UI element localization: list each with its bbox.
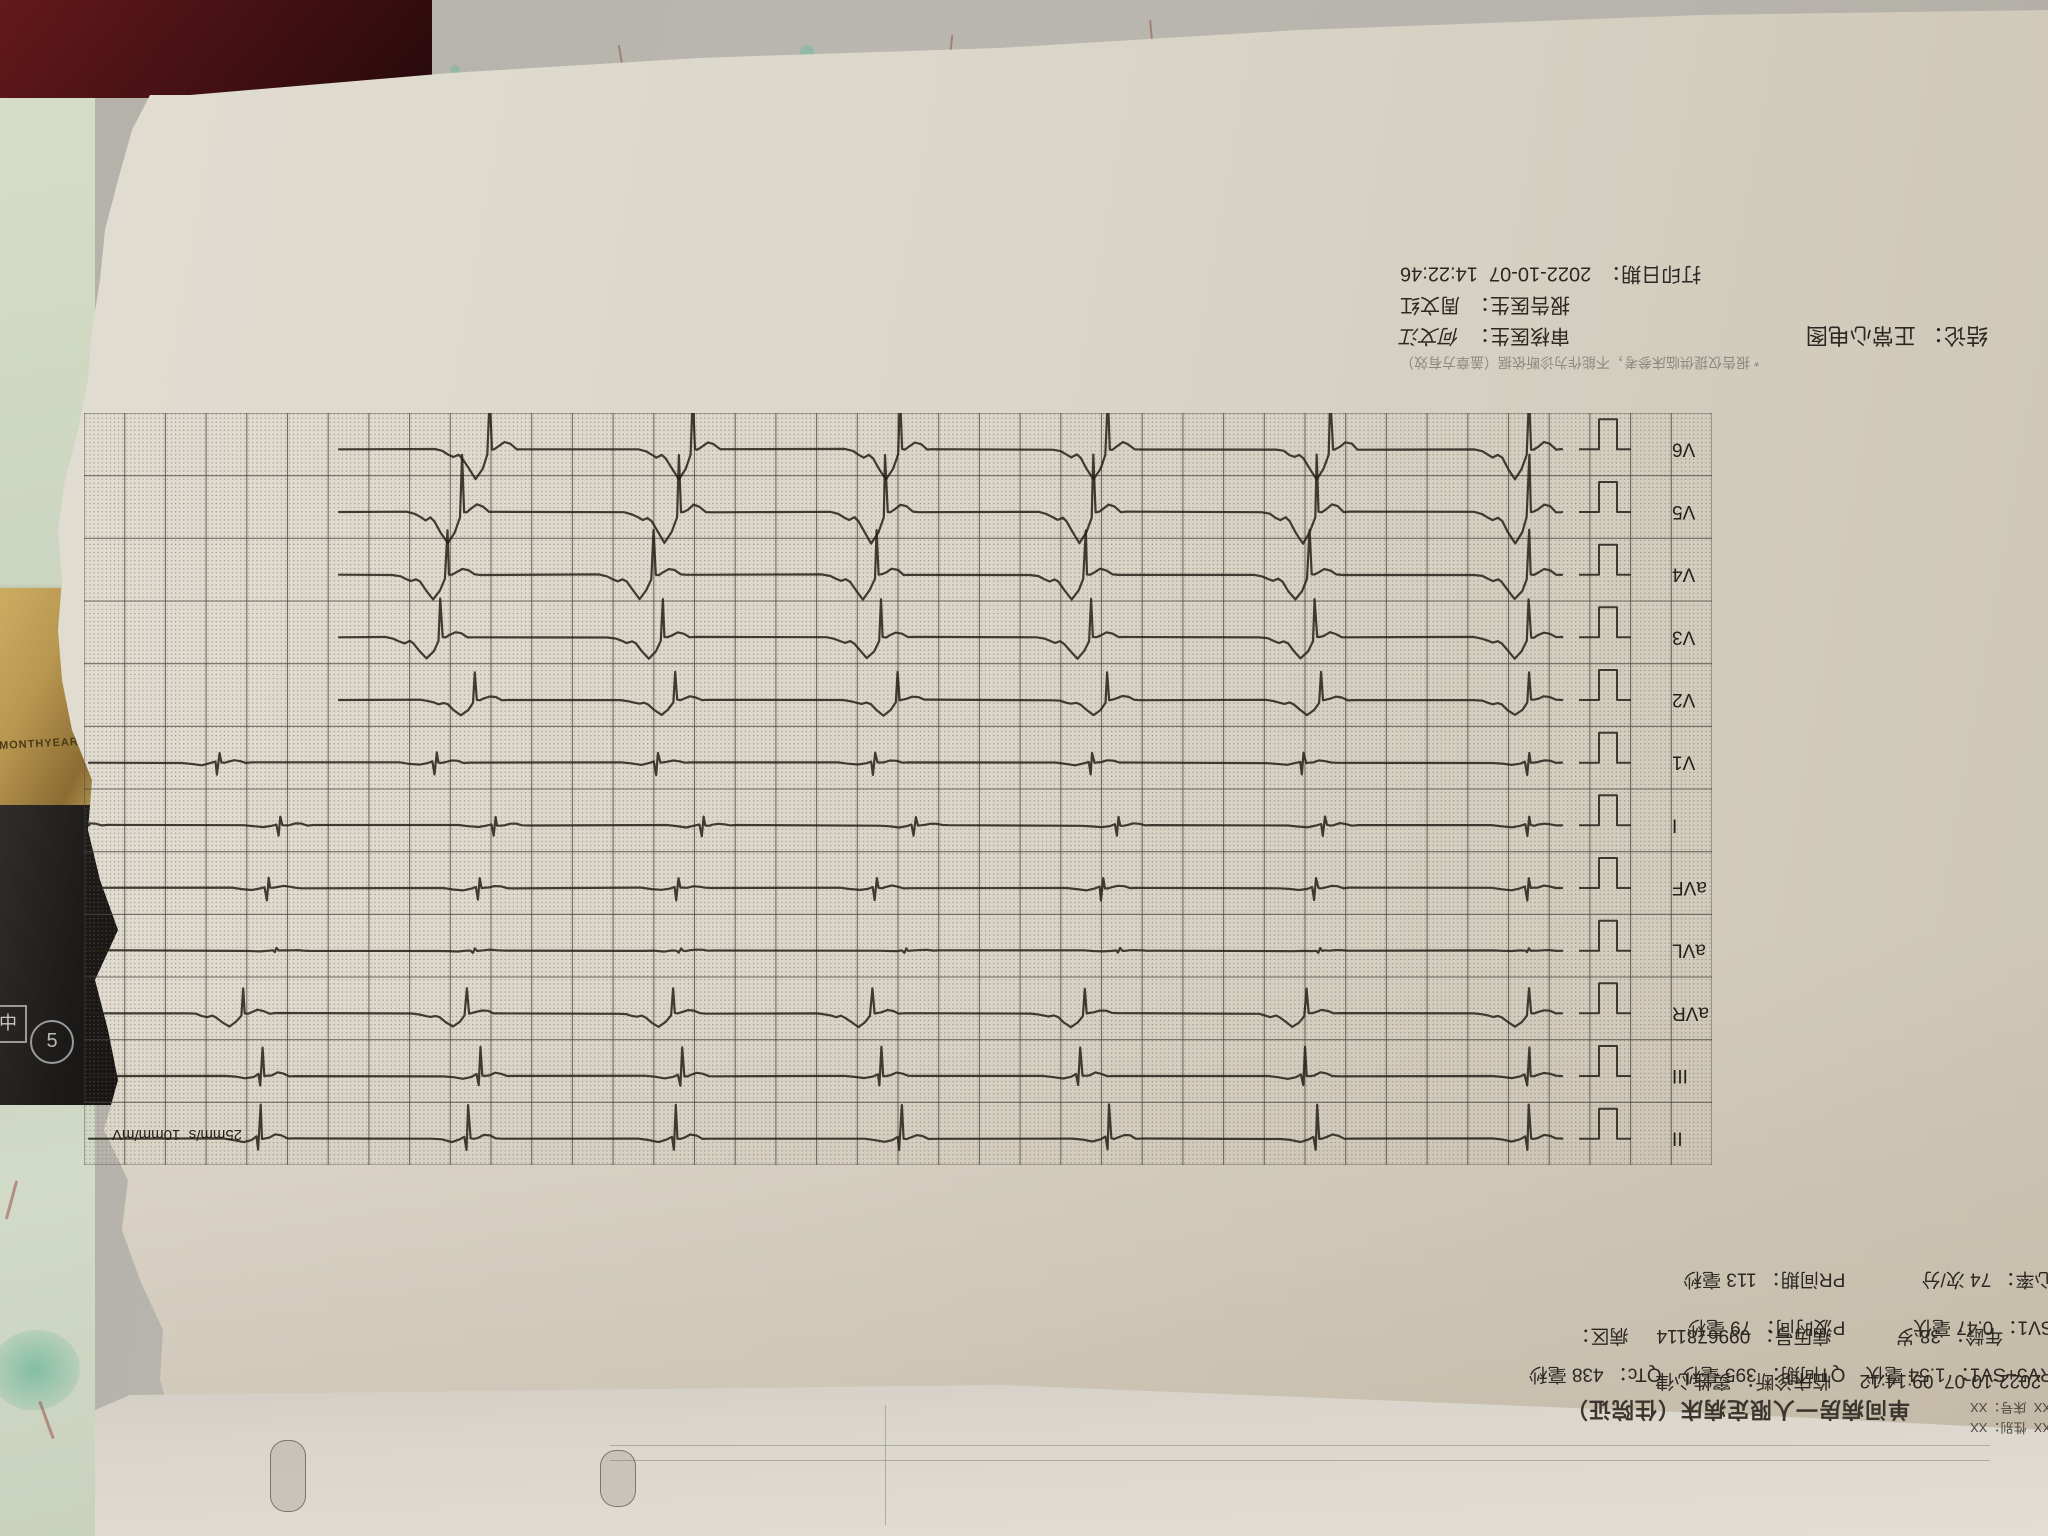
svg-text:25mm/s 10mm/mV: 25mm/s 10mm/mV <box>112 1126 242 1143</box>
svg-text:V5: V5 <box>1672 501 1695 522</box>
svg-text:V4: V4 <box>1672 564 1696 585</box>
svg-text:V2: V2 <box>1672 689 1695 710</box>
svg-text:aVR: aVR <box>1672 1002 1709 1023</box>
svg-text:III: III <box>1672 1065 1688 1086</box>
svg-text:aVL: aVL <box>1672 940 1706 961</box>
svg-text:V3: V3 <box>1672 626 1695 647</box>
svg-text:II: II <box>1672 1128 1683 1149</box>
svg-text:aVF: aVF <box>1672 877 1707 898</box>
svg-text:V1: V1 <box>1672 752 1695 773</box>
svg-text:V6: V6 <box>1672 438 1695 459</box>
svg-text:I: I <box>1672 814 1677 835</box>
